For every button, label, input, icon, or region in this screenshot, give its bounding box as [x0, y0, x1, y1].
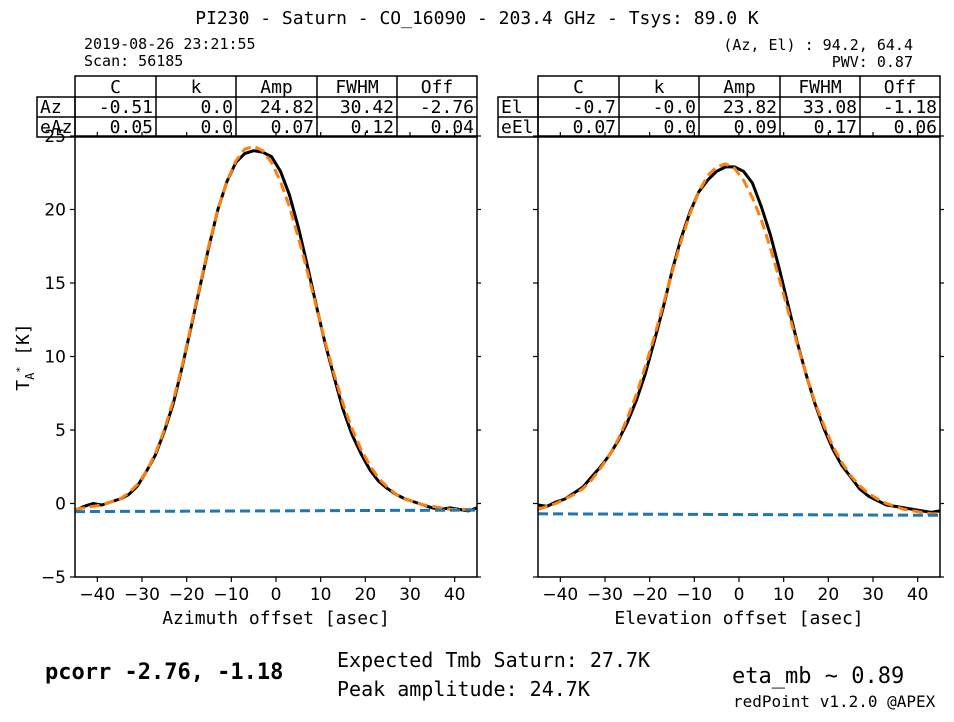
y-axis-label-sup: * — [15, 367, 26, 373]
table-cell: 0.07 — [271, 117, 314, 138]
x-tick-label: 20 — [818, 585, 840, 605]
table-header-cell: FWHM — [335, 77, 379, 98]
x-tick-label: 40 — [444, 585, 466, 605]
x-tick-label: −20 — [169, 585, 205, 605]
table-cell: 0.05 — [110, 117, 153, 138]
table-header-cell: Off — [421, 77, 454, 98]
table-row-label: eAz — [40, 117, 73, 138]
table-row-label: El — [501, 97, 523, 118]
y-axis-label-sub: A — [23, 372, 37, 380]
x-tick-label: 0 — [271, 585, 282, 605]
eta-mb: eta_mb ~ 0.89 — [732, 664, 905, 689]
table-cell: 33.08 — [803, 97, 857, 118]
table-cell: -0.7 — [573, 97, 616, 118]
table-header-cell: k — [654, 77, 665, 98]
table-cell: 23.82 — [723, 97, 777, 118]
y-tick-label: 20 — [44, 201, 66, 221]
series-fit-line — [538, 162, 940, 516]
x-tick-label: −30 — [587, 585, 623, 605]
x-tick-label: 30 — [862, 585, 884, 605]
table-cell: 0.07 — [573, 117, 616, 138]
series-baseline-line — [75, 508, 477, 514]
table-cell: 0.09 — [734, 117, 777, 138]
table-cell: -0.0 — [653, 97, 696, 118]
pointing-correction: pcorr -2.76, -1.18 — [45, 660, 284, 685]
x-tick-label: −30 — [124, 585, 160, 605]
plot-frame — [537, 135, 941, 578]
table-header-cell: C — [110, 77, 121, 98]
x-tick-label: −20 — [632, 585, 668, 605]
x-tick-label: −10 — [213, 585, 249, 605]
x-tick-label: 20 — [355, 585, 377, 605]
table-header-cell: Amp — [723, 77, 756, 98]
table-cell: 24.82 — [260, 97, 314, 118]
x-tick-label: 10 — [310, 585, 332, 605]
table-header-cell: Amp — [260, 77, 293, 98]
table-cell: -2.76 — [420, 97, 474, 118]
x-tick-label: −40 — [79, 585, 115, 605]
table-cell: -1.18 — [883, 97, 937, 118]
table-header-cell: C — [573, 77, 584, 98]
peak-amplitude: Peak amplitude: 24.7K — [337, 677, 590, 701]
table-cell: 0.04 — [431, 117, 474, 138]
series-baseline-line — [538, 512, 940, 517]
version-label: redPoint v1.2.0 @APEX — [733, 692, 936, 711]
series-data-line — [75, 149, 477, 513]
scan-date: 2019-08-26 23:21:55 — [84, 35, 256, 53]
table-cell: 0.17 — [814, 117, 857, 138]
az-el-position: (Az, El) : 94.2, 64.4 — [723, 36, 913, 54]
table-cell: 0.06 — [894, 117, 937, 138]
table-cell: 30.42 — [340, 97, 394, 118]
y-axis-label: TA* [K] — [13, 323, 37, 390]
y-axis-label-unit: [K] — [13, 323, 34, 366]
pwv-value: PWV: 0.87 — [831, 53, 913, 71]
x-tick-label: 0 — [734, 585, 745, 605]
x-tick-label: 40 — [907, 585, 929, 605]
chart-title: PI230 - Saturn - CO_16090 - 203.4 GHz - … — [195, 8, 759, 29]
expected-tmb: Expected Tmb Saturn: 27.7K — [337, 648, 651, 672]
y-tick-label: 15 — [44, 274, 66, 294]
table-row-label: Az — [40, 97, 62, 118]
table-cell: 0.0 — [200, 117, 233, 138]
y-tick-label: 5 — [55, 421, 66, 441]
table-header-cell: Off — [884, 77, 917, 98]
y-tick-label: 0 — [55, 495, 66, 515]
table-row-label: eEl — [501, 117, 534, 138]
x-tick-label: 10 — [773, 585, 795, 605]
y-tick-label: 10 — [44, 348, 66, 368]
table-cell: 0.0 — [200, 97, 233, 118]
series-data-line — [538, 165, 940, 514]
table-header-cell: FWHM — [798, 77, 842, 98]
x-tick-label: 30 — [399, 585, 421, 605]
x-axis-label: Elevation offset [asec] — [614, 608, 863, 629]
svg-text:TA* [K]: TA* [K] — [13, 323, 37, 390]
table-cell: 0.0 — [663, 117, 696, 138]
x-tick-label: −40 — [542, 585, 578, 605]
scan-number: Scan: 56185 — [84, 52, 184, 70]
x-axis-label: Azimuth offset [asec] — [162, 608, 390, 629]
x-tick-label: −10 — [676, 585, 712, 605]
table-cell: 0.12 — [351, 117, 394, 138]
table-cell: -0.51 — [99, 97, 153, 118]
series-fit-line — [75, 144, 477, 511]
y-tick-label: −5 — [41, 568, 66, 588]
table-header-cell: k — [191, 77, 202, 98]
y-axis-label-main: T — [13, 380, 34, 391]
